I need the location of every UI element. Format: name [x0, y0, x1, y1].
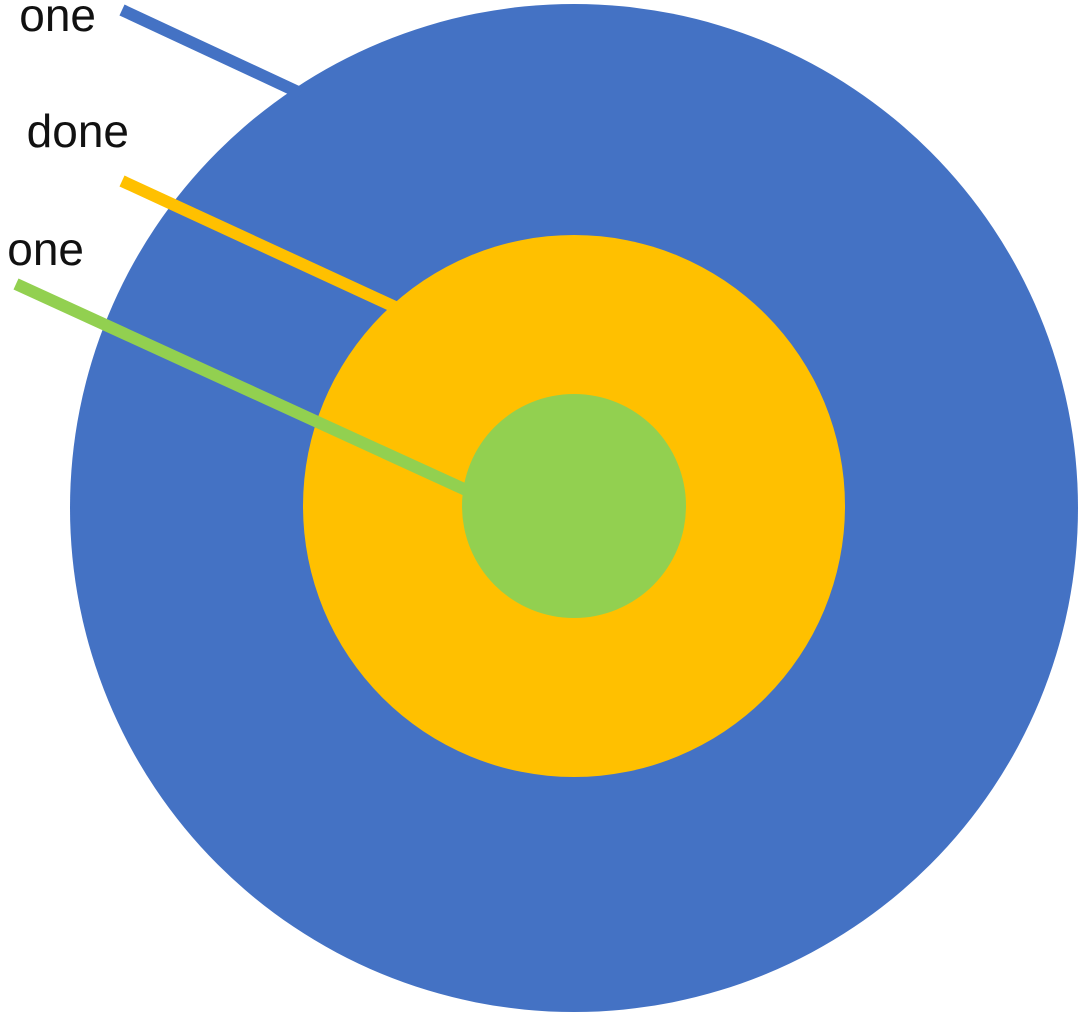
middle-leader-line — [119, 175, 398, 313]
middle-label: done — [27, 105, 129, 157]
outer-leader-line — [119, 4, 303, 99]
inner-ring — [462, 394, 686, 618]
outer-label: one — [19, 0, 96, 41]
inner-leader-line — [13, 278, 469, 496]
inner-label: one — [7, 223, 84, 275]
